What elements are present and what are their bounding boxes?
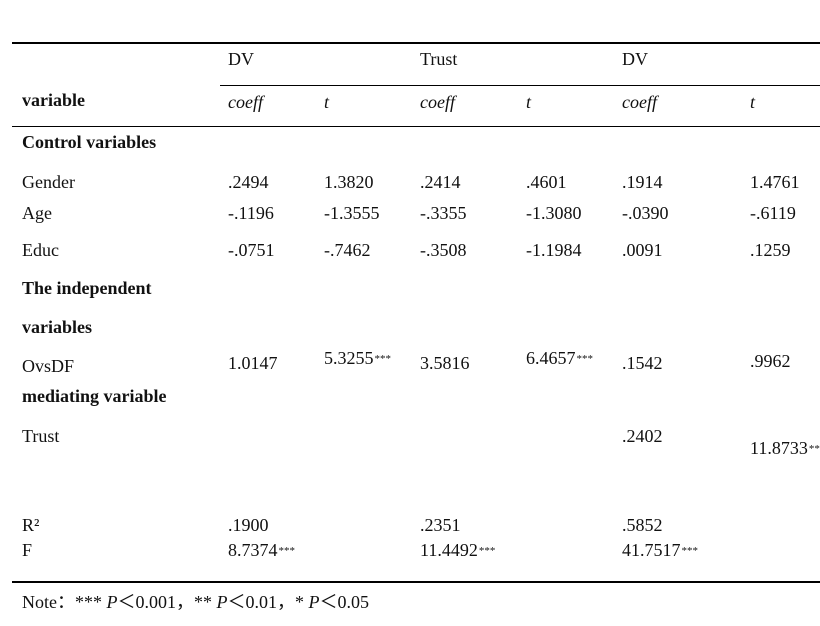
group-trust: Trust (420, 49, 458, 69)
top-rule (12, 42, 820, 44)
cell: 1.3820 (324, 172, 374, 192)
cell: -.6119 (750, 203, 796, 223)
note-p: P (216, 592, 228, 612)
cell: .2414 (420, 172, 461, 192)
cell: 8.7374*** (228, 541, 295, 559)
cell: -.3508 (420, 240, 467, 260)
cell-value: 8.7374 (228, 540, 278, 560)
cell: 1.4761 (750, 172, 800, 192)
cell: -.3355 (420, 203, 467, 223)
cell: -.0751 (228, 240, 275, 260)
cell-value: 6.4657 (526, 348, 576, 368)
header-bottom-rule (12, 126, 820, 127)
cell: .2402 (622, 426, 663, 446)
cell: -1.3555 (324, 203, 380, 223)
significance-stars: *** (681, 545, 699, 558)
note-threshold: ＜0.001， (117, 592, 195, 612)
significance-stars: *** (576, 353, 594, 366)
note-threshold: ＜0.05 (319, 592, 370, 612)
cell: 5.3255*** (324, 349, 391, 367)
cell: .4601 (526, 172, 567, 192)
cell-value: 41.7517 (622, 540, 681, 560)
note-stars: * (295, 592, 304, 612)
note-stars: *** (75, 592, 102, 612)
cell: .1542 (622, 353, 663, 373)
cell: .5852 (622, 515, 663, 535)
subcol-t-2: t (526, 92, 532, 112)
section-independent-1: The independent (22, 278, 152, 298)
row-label-ovsdf: OvsDF (22, 356, 75, 376)
row-label-f: F (22, 540, 33, 560)
subcol-t-3: t (750, 92, 756, 112)
note-p: P (106, 592, 118, 612)
note-stars: ** (194, 592, 212, 612)
note-prefix: Note： (22, 592, 75, 612)
cell-value: 11.8733 (750, 438, 808, 458)
row-label-trust: Trust (22, 426, 60, 446)
significance-stars: *** (278, 545, 296, 558)
row-label-r2: R² (22, 515, 40, 535)
cell: 41.7517*** (622, 541, 698, 559)
cell: -.0390 (622, 203, 669, 223)
header-rule (220, 85, 820, 86)
cell: -1.1984 (526, 240, 582, 260)
cell: -1.3080 (526, 203, 582, 223)
section-control: Control variables (22, 132, 157, 152)
subcol-coeff-2: coeff (420, 92, 455, 112)
cell: .2494 (228, 172, 269, 192)
subcol-coeff-3: coeff (622, 92, 657, 112)
group-dv-2: DV (622, 49, 648, 69)
significance-stars: *** (808, 443, 820, 456)
cell: .1259 (750, 240, 791, 260)
row-label-header: variable (22, 90, 85, 110)
cell: 11.8733*** (750, 439, 820, 457)
significance-stars: *** (374, 353, 392, 366)
cell: 1.0147 (228, 353, 278, 373)
row-label-educ: Educ (22, 240, 59, 260)
significance-stars: *** (478, 545, 496, 558)
cell: .2351 (420, 515, 461, 535)
cell-value: 5.3255 (324, 348, 374, 368)
group-dv-1: DV (228, 49, 254, 69)
cell: .1900 (228, 515, 269, 535)
cell: .0091 (622, 240, 663, 260)
note-p: P (308, 592, 320, 612)
cell: 11.4492*** (420, 541, 495, 559)
section-independent-2: variables (22, 317, 92, 337)
row-label-gender: Gender (22, 172, 75, 192)
row-label-age: Age (22, 203, 52, 223)
cell-value: 11.4492 (420, 540, 478, 560)
bottom-rule (12, 581, 820, 583)
cell: -.7462 (324, 240, 371, 260)
table-note: Note：*** P＜0.001，** P＜0.01，* P＜0.05 (22, 593, 369, 611)
cell: .9962 (750, 351, 791, 371)
note-threshold: ＜0.01， (227, 592, 296, 612)
cell: -.1196 (228, 203, 274, 223)
cell: 3.5816 (420, 353, 470, 373)
cell: .1914 (622, 172, 663, 192)
subcol-t-1: t (324, 92, 330, 112)
subcol-coeff-1: coeff (228, 92, 263, 112)
section-mediating: mediating variable (22, 386, 167, 406)
cell: 6.4657*** (526, 349, 593, 367)
